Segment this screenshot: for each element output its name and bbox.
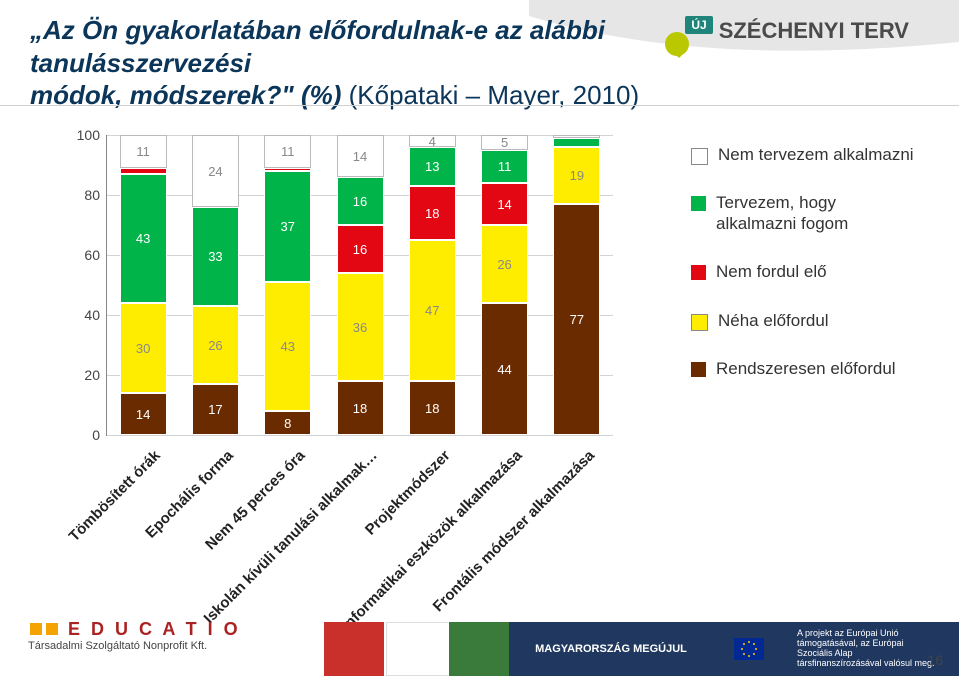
bar-segment: 77	[553, 204, 600, 435]
bar-segment: 37	[264, 171, 311, 282]
educatio-subtitle: Társadalmi Szolgáltató Nonprofit Kft.	[28, 640, 241, 652]
bar-segment: 14	[120, 393, 167, 435]
legend-swatch	[691, 265, 706, 280]
page-number: 16	[927, 652, 943, 668]
legend-swatch	[691, 196, 706, 211]
bar-segment: 44	[481, 303, 528, 435]
bar-segment: 13	[409, 147, 456, 186]
y-tick-label: 60	[60, 247, 100, 263]
legend-item: Nem fordul elő	[691, 262, 921, 282]
y-tick-label: 80	[60, 187, 100, 203]
legend-item: Néha előfordul	[691, 311, 921, 331]
y-tick-label: 40	[60, 307, 100, 323]
bar-column: 8433711	[264, 135, 311, 435]
bar-segment: 26	[481, 225, 528, 303]
bar-segment: 11	[120, 135, 167, 168]
bar-segment: 30	[120, 303, 167, 393]
flag-green	[449, 622, 509, 676]
bar-segment: 14	[481, 183, 528, 225]
flag-white	[386, 622, 449, 676]
educatio-logo: E D U C A T I O Társadalmi Szolgáltató N…	[28, 619, 241, 652]
bar-segment: 36	[337, 273, 384, 381]
bar-segment	[553, 135, 600, 138]
bar-segment	[120, 168, 167, 174]
legend-label: Tervezem, hogy alkalmazni fogom	[716, 193, 921, 234]
plot-area: 1430431117263324843371118361616141847181…	[106, 135, 613, 436]
bar-segment: 4	[409, 135, 456, 147]
legend-label: Nem fordul elő	[716, 262, 827, 282]
bar-segment: 16	[337, 225, 384, 273]
bar-column: 143043 11	[120, 135, 167, 435]
stacked-bar-chart: 1430431117263324843371118361616141847181…	[60, 135, 620, 470]
flag-red	[324, 622, 386, 676]
legend-item: Tervezem, hogy alkalmazni fogom	[691, 193, 921, 234]
bar-column: 7719	[553, 135, 600, 435]
legend-swatch	[691, 314, 708, 331]
bar-segment: 14	[337, 135, 384, 177]
educatio-text: E D U C A T I O	[68, 619, 241, 639]
bar-segment: 43	[264, 282, 311, 411]
bar-segment: 24	[192, 135, 239, 207]
bar-segment: 17	[192, 384, 239, 435]
bar-segment: 43	[120, 174, 167, 303]
bar-segment	[553, 138, 600, 147]
legend-label: Nem tervezem alkalmazni	[718, 145, 914, 165]
bar-segment: 47	[409, 240, 456, 381]
eu-flag	[713, 622, 785, 676]
educatio-brand: E D U C A T I O	[28, 619, 241, 640]
bar-segment: 18	[337, 381, 384, 435]
title-line1: Az Ön gyakorlatában előfordulnak-e az al…	[30, 15, 605, 78]
bar-segment: 18	[409, 186, 456, 240]
bar-segment: 8	[264, 411, 311, 435]
legend-item: Rendszeresen előfordul	[691, 359, 921, 379]
x-tick-label: Frontális módszer alkalmazása	[430, 447, 598, 615]
legend-swatch	[691, 362, 706, 377]
bar-segment: 11	[264, 135, 311, 168]
y-tick-label: 20	[60, 367, 100, 383]
bar-column: 184718134	[409, 135, 456, 435]
bar-segment: 18	[409, 381, 456, 435]
bar-column: 442614115	[481, 135, 528, 435]
chart-legend: Nem tervezem alkalmazni Tervezem, hogy al…	[691, 145, 921, 407]
brand-uj: ÚJ	[685, 16, 712, 34]
bar-segment: 33	[192, 207, 239, 306]
header-divider	[0, 105, 959, 106]
bar-column: 17263324	[192, 135, 239, 435]
brand-name: SZÉCHENYI TERV	[719, 18, 909, 43]
footer-slogan: MAGYARORSZÁG MEGÚJUL	[509, 622, 713, 676]
footer: E D U C A T I O Társadalmi Szolgáltató N…	[0, 606, 959, 676]
legend-label: Rendszeresen előfordul	[716, 359, 896, 379]
bar-segment: 11	[481, 150, 528, 183]
legend-swatch	[691, 148, 708, 165]
bar-segment: 16	[337, 177, 384, 225]
x-axis-labels: Tömbösített órákEpochális formaNem 45 pe…	[106, 441, 612, 601]
y-tick-label: 100	[60, 127, 100, 143]
brand-logo-text: ÚJ SZÉCHENYI TERV	[685, 18, 909, 44]
bar-segment: 19	[553, 147, 600, 204]
bar-segment	[264, 168, 311, 171]
legend-item: Nem tervezem alkalmazni	[691, 145, 921, 165]
legend-label: Néha előfordul	[718, 311, 829, 331]
page-title: „Az Ön gyakorlatában előfordulnak-e az a…	[30, 14, 660, 112]
bar-column: 1836161614	[337, 135, 384, 435]
bar-segment: 26	[192, 306, 239, 384]
footer-bar: MAGYARORSZÁG MEGÚJUL A projekt az Európa…	[324, 622, 959, 676]
y-tick-label: 0	[60, 427, 100, 443]
bar-segment: 5	[481, 135, 528, 150]
